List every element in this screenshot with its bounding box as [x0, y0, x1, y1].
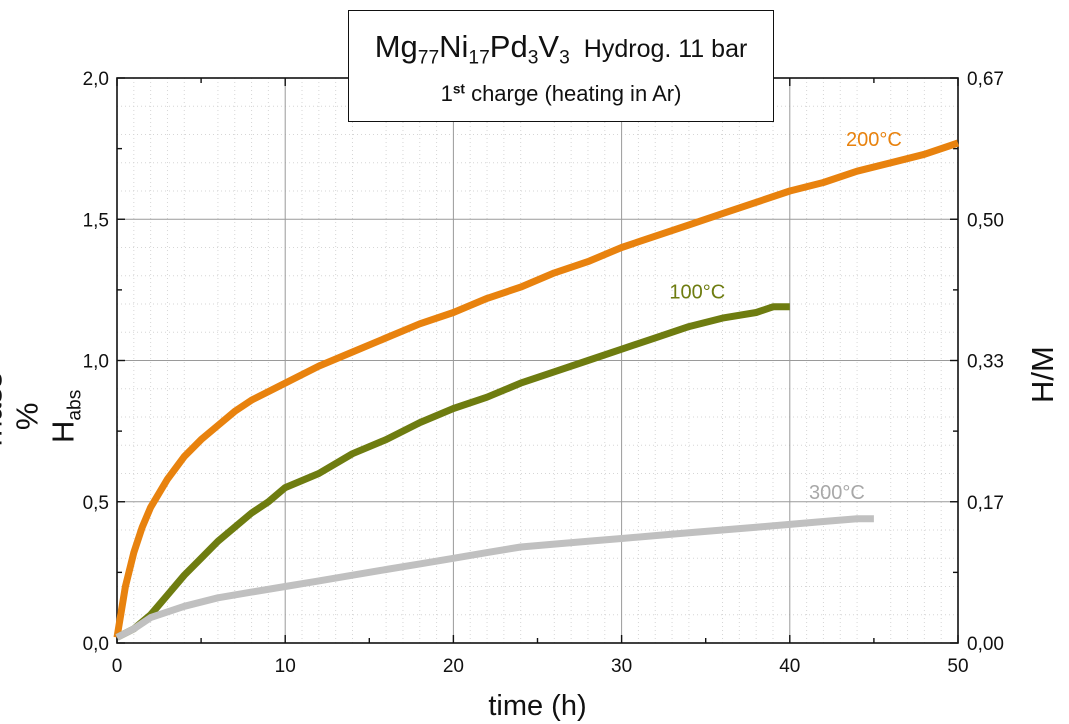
series-label: 200°C [846, 129, 902, 151]
y2-axis-label: H/M [1025, 346, 1060, 403]
x-tick-label: 10 [275, 656, 296, 677]
subtitle-number: 1 [440, 81, 453, 106]
y-tick-label: 2,0 [83, 69, 109, 90]
y-axis-label: mass % Habs [0, 372, 86, 446]
y2-tick-label: 0,33 [967, 352, 1004, 373]
formula-subscript: 3 [559, 47, 570, 69]
series-line-100c [115, 303, 790, 641]
formula-subscript: 77 [417, 47, 440, 69]
series-label: 300°C [809, 482, 865, 504]
formula-element: Ni [439, 29, 469, 64]
formula-element: Pd [489, 29, 528, 64]
x-axis-label: time (h) [488, 690, 586, 722]
y-tick-label: 1,0 [83, 352, 109, 373]
subtitle-text: charge (heating in Ar) [464, 81, 682, 106]
y-tick-label: 1,5 [83, 210, 109, 231]
x-tick-label: 50 [947, 656, 968, 677]
x-tick-label: 30 [611, 656, 632, 677]
formula-element: Mg [374, 29, 418, 64]
formula-element: V [538, 29, 560, 64]
formula-subscript: 3 [527, 47, 539, 69]
y2-tick-label: 0,50 [967, 210, 1004, 231]
y-tick-label: 0,0 [83, 634, 109, 655]
series-line-300c [115, 515, 874, 641]
series-label: 100°C [669, 281, 725, 303]
title-box: Mg77Ni17Pd3V3 Hydrog. 11 bar 1st charge (… [348, 10, 774, 122]
chemical-formula: Mg77Ni17Pd3V3 [374, 29, 570, 69]
x-tick-label: 20 [443, 656, 464, 677]
y-tick-label: 0,5 [83, 493, 109, 514]
series-line-200c [113, 139, 960, 638]
title-line: Mg77Ni17Pd3V3 Hydrog. 11 bar [349, 29, 773, 70]
formula-subscript: 17 [468, 47, 490, 69]
y2-tick-label: 0,67 [967, 69, 1004, 90]
y2-tick-label: 0,00 [967, 634, 1004, 655]
y-axis-label-sub: abs [64, 389, 86, 421]
y2-tick-label: 0,17 [967, 493, 1004, 514]
x-tick-label: 0 [112, 656, 123, 677]
hydrogenation-condition: Hydrog. 11 bar [583, 35, 748, 63]
x-tick-label: 40 [779, 656, 800, 677]
subtitle-superscript: st [452, 81, 465, 97]
subtitle-line: 1st charge (heating in Ar) [349, 81, 773, 107]
